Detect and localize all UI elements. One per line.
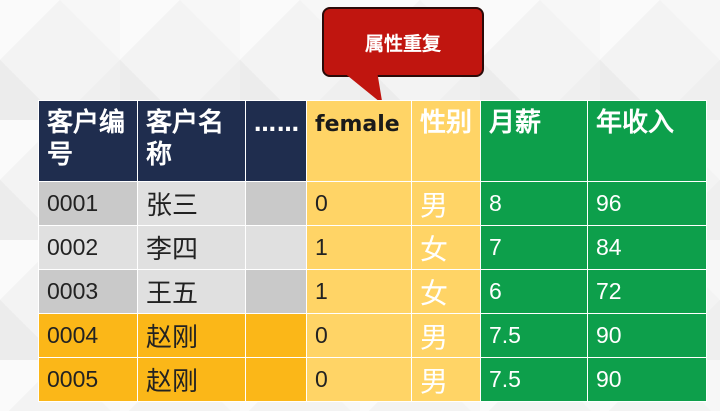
cell-customer-id: 0001 xyxy=(38,181,138,226)
header-gender: 性别 xyxy=(411,100,481,182)
cell-monthly-salary: 7.5 xyxy=(480,357,588,402)
cell-female: 0 xyxy=(306,357,412,402)
table-row: 0001 张三 0 男 8 96 xyxy=(38,181,707,226)
cell-monthly-salary: 8 xyxy=(480,181,588,226)
cell-annual-income: 90 xyxy=(587,357,707,402)
cell-annual-income: 84 xyxy=(587,225,707,270)
cell-annual-income: 90 xyxy=(587,313,707,358)
header-customer-name: 客户名称 xyxy=(137,100,246,182)
cell-ellipsis xyxy=(245,225,307,270)
header-annual-income: 年收入 xyxy=(587,100,707,182)
cell-gender: 男 xyxy=(411,357,481,402)
cell-monthly-salary: 7 xyxy=(480,225,588,270)
header-ellipsis: …… xyxy=(245,100,307,182)
customer-table: 客户编号 客户名称 …… female 性别 月薪 年收入 0001 张三 0 … xyxy=(38,100,707,402)
header-monthly-salary: 月薪 xyxy=(480,100,588,182)
cell-monthly-salary: 6 xyxy=(480,269,588,314)
cell-customer-name: 张三 xyxy=(137,181,246,226)
table-row: 0004 赵刚 0 男 7.5 90 xyxy=(38,313,707,358)
cell-customer-name: 王五 xyxy=(137,269,246,314)
callout-label: 属性重复 xyxy=(364,32,441,55)
cell-female: 0 xyxy=(306,313,412,358)
table-row: 0002 李四 1 女 7 84 xyxy=(38,225,707,270)
cell-gender: 男 xyxy=(411,181,481,226)
cell-customer-id: 0004 xyxy=(38,313,138,358)
header-female: female xyxy=(306,100,412,182)
cell-female: 1 xyxy=(306,225,412,270)
cell-female: 1 xyxy=(306,269,412,314)
header-row: 客户编号 客户名称 …… female 性别 月薪 年收入 xyxy=(38,100,707,182)
cell-ellipsis xyxy=(245,313,307,358)
table-row: 0003 王五 1 女 6 72 xyxy=(38,269,707,314)
cell-monthly-salary: 7.5 xyxy=(480,313,588,358)
cell-gender: 女 xyxy=(411,269,481,314)
cell-customer-id: 0003 xyxy=(38,269,138,314)
cell-annual-income: 72 xyxy=(587,269,707,314)
duplicate-attribute-callout: 属性重复 xyxy=(322,7,484,77)
cell-customer-id: 0002 xyxy=(38,225,138,270)
cell-gender: 男 xyxy=(411,313,481,358)
cell-customer-name: 赵刚 xyxy=(137,313,246,358)
header-customer-id: 客户编号 xyxy=(38,100,138,182)
table-row: 0005 赵刚 0 男 7.5 90 xyxy=(38,357,707,402)
cell-customer-id: 0005 xyxy=(38,357,138,402)
cell-ellipsis xyxy=(245,357,307,402)
cell-female: 0 xyxy=(306,181,412,226)
cell-ellipsis xyxy=(245,181,307,226)
cell-customer-name: 李四 xyxy=(137,225,246,270)
cell-annual-income: 96 xyxy=(587,181,707,226)
cell-gender: 女 xyxy=(411,225,481,270)
cell-customer-name: 赵刚 xyxy=(137,357,246,402)
cell-ellipsis xyxy=(245,269,307,314)
